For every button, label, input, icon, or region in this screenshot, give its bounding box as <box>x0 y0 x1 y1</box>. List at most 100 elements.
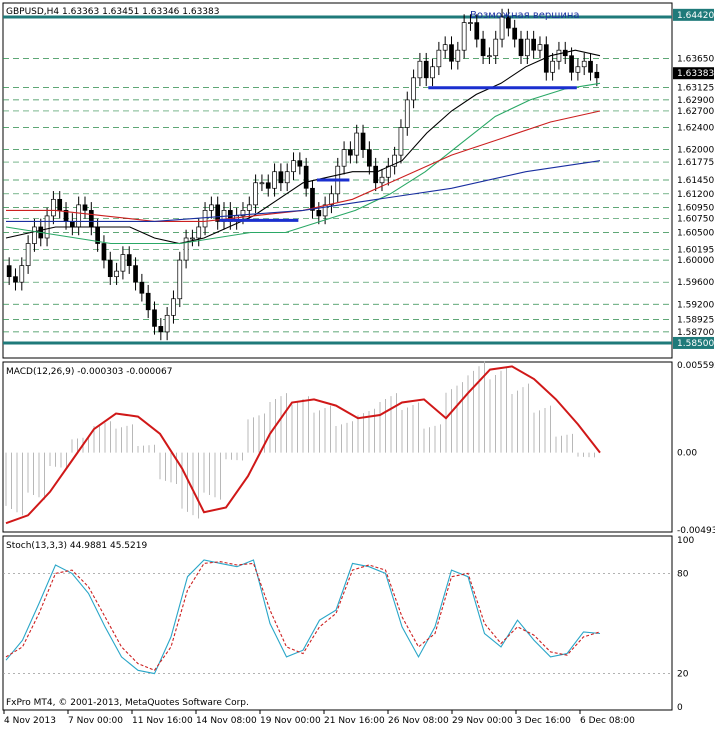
candle-body <box>493 38 499 57</box>
candle-body <box>461 22 467 51</box>
price-tick-label: 1.58925 <box>677 315 714 325</box>
candle-body <box>88 210 94 228</box>
candle-body <box>133 265 138 283</box>
candle-body <box>417 60 423 79</box>
candle-body <box>284 171 290 184</box>
candle-body <box>550 60 555 73</box>
candle-body <box>145 292 151 311</box>
ma-line <box>6 160 601 222</box>
stoch-tick-label: 0 <box>677 703 683 713</box>
macd-signal <box>5 365 601 525</box>
stoch-tick-label: 80 <box>677 569 689 579</box>
candle-body <box>32 226 37 244</box>
candle-body <box>76 204 82 228</box>
candle-body <box>70 221 75 228</box>
time-axis: 4 Nov 2013 7 Nov 00:00 11 Nov 16:00 14 Nov … <box>3 710 635 726</box>
candle-body <box>158 326 164 333</box>
candle-body <box>373 165 379 184</box>
candle-body <box>44 215 50 239</box>
price-panel-border <box>2 2 673 359</box>
ma-line <box>5 49 601 245</box>
candle-body <box>272 171 277 189</box>
price-tick-label: 1.59600 <box>677 278 714 288</box>
stoch-line <box>5 561 601 671</box>
stoch-axis: 100 80 20 0 <box>677 536 694 713</box>
candle-body <box>177 259 183 300</box>
candle-body <box>367 149 372 167</box>
candle-body <box>518 38 524 57</box>
ma-line <box>5 82 601 245</box>
price-tick-label: 1.62700 <box>677 107 714 117</box>
candle-body <box>120 254 126 272</box>
candle-body <box>474 22 480 40</box>
candle-body <box>246 204 252 211</box>
price-grid <box>3 15 672 345</box>
candle-body <box>259 182 265 185</box>
candle-body <box>411 77 416 101</box>
price-tick-label: 1.61200 <box>677 190 714 200</box>
candle-body <box>190 237 195 240</box>
price-tick-label: 1.63125 <box>677 83 714 93</box>
candle-body <box>6 265 12 278</box>
candle-body <box>499 16 505 40</box>
candle-body <box>537 44 543 51</box>
time-tick-label: 26 Nov 08:00 <box>388 716 449 726</box>
current-price-label: 1.63383 <box>677 69 714 79</box>
current-price-label-box <box>673 67 714 80</box>
candle-body <box>385 165 391 178</box>
top-level-label: 1.64420 <box>677 11 714 21</box>
candle-body <box>322 204 328 217</box>
candle-body <box>379 176 385 184</box>
price-tick-label: 1.63650 <box>677 54 714 64</box>
bottom-level-label-box <box>673 336 714 349</box>
candle-body <box>506 16 511 29</box>
candle-body <box>524 38 530 57</box>
candle-body <box>139 281 145 294</box>
candle-body <box>240 210 246 217</box>
price-tick-label: 1.60950 <box>677 204 714 214</box>
time-tick-label: 7 Nov 00:00 <box>68 716 123 726</box>
price-tick-label: 1.62000 <box>677 146 714 156</box>
candle-body <box>575 66 581 73</box>
price-tick-label: 1.61450 <box>677 176 714 186</box>
time-tick-label: 21 Nov 16:00 <box>324 716 385 726</box>
stoch-line <box>5 559 601 675</box>
candle-body <box>101 243 107 261</box>
price-tick-label: 1.61775 <box>677 158 714 168</box>
macd-title: MACD(12,26,9) -0.000303 -0.000067 <box>6 367 172 377</box>
candle-body <box>430 66 435 79</box>
time-tick-label: 14 Nov 08:00 <box>196 716 257 726</box>
candle-body <box>556 49 562 62</box>
price-axis: 1.644021.636501.631251.629001.627001.624… <box>673 8 714 349</box>
price-title: GBPUSD,H4 1.63363 1.63451 1.63346 1.6338… <box>6 7 219 17</box>
price-tick-label: 1.60000 <box>677 256 714 266</box>
time-tick-label: 6 Dec 08:00 <box>580 716 635 726</box>
macd-tick-label: -0.004936 <box>677 526 715 536</box>
candle-body <box>531 38 536 51</box>
candle-body <box>442 44 448 51</box>
candle-body <box>25 243 31 266</box>
candle-body <box>126 254 132 266</box>
time-tick-label: 19 Nov 00:00 <box>260 716 321 726</box>
candle-body <box>348 149 353 156</box>
price-tick-label: 1.59200 <box>677 300 714 310</box>
candle-body <box>341 149 347 167</box>
candle-body <box>171 298 176 316</box>
candle-body <box>392 154 397 167</box>
candle-body <box>398 127 404 156</box>
candle-body <box>107 259 113 278</box>
price-tick-label: 1.60500 <box>677 228 714 238</box>
candle-body <box>164 314 170 333</box>
candle-body <box>291 160 296 173</box>
candle-body <box>19 265 25 283</box>
candle-body <box>202 210 208 228</box>
stoch-tick-label: 100 <box>677 536 694 546</box>
stoch-panel-border <box>2 535 673 711</box>
candle-body <box>183 237 189 261</box>
candle-body <box>297 160 303 167</box>
candle-body <box>594 71 600 79</box>
price-tick-label: 1.62400 <box>677 124 714 134</box>
bottom-level-label: 1.58500 <box>677 339 714 349</box>
price-tick-label: 1.60750 <box>677 215 714 225</box>
stoch-lines <box>5 559 601 675</box>
